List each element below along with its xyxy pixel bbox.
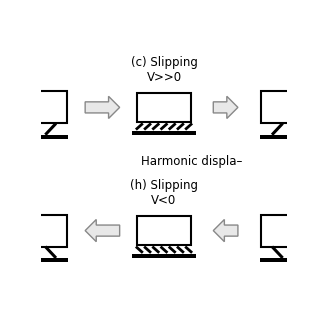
- FancyArrow shape: [213, 220, 238, 242]
- Bar: [260, 135, 295, 139]
- Bar: [132, 254, 196, 259]
- Bar: [137, 216, 191, 245]
- Bar: [261, 215, 293, 247]
- Bar: [132, 131, 196, 135]
- FancyArrow shape: [85, 96, 120, 118]
- Text: (c) Slipping
V>>0: (c) Slipping V>>0: [131, 56, 197, 84]
- Text: (h) Slipping
V<0: (h) Slipping V<0: [130, 179, 198, 207]
- Bar: [137, 92, 191, 122]
- Bar: [33, 135, 68, 139]
- Bar: [261, 92, 293, 124]
- Bar: [35, 215, 67, 247]
- Bar: [33, 258, 68, 262]
- Bar: [260, 258, 295, 262]
- Bar: [35, 92, 67, 124]
- Text: Harmonic displa–: Harmonic displa–: [141, 155, 243, 168]
- FancyArrow shape: [85, 220, 120, 242]
- FancyArrow shape: [213, 96, 238, 118]
